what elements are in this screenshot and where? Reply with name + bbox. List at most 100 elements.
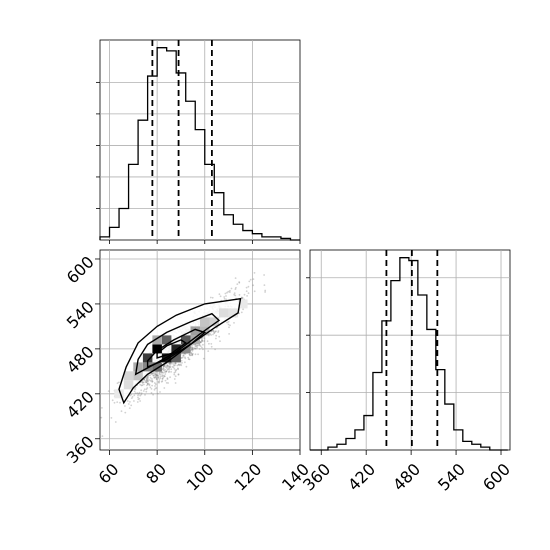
scatter-point — [152, 393, 155, 396]
scatter-point — [203, 340, 206, 342]
scatter-point — [200, 340, 203, 343]
scatter-point — [158, 372, 161, 375]
scatter-point — [166, 365, 169, 368]
scatter-point — [174, 371, 177, 373]
scatter-point — [163, 375, 166, 378]
scatter-point — [173, 373, 176, 376]
scatter-point — [120, 410, 123, 413]
scatter-point — [199, 345, 202, 347]
scatter-point — [234, 288, 237, 290]
scatter-point — [174, 364, 176, 367]
scatter-point — [164, 371, 166, 373]
scatter-point — [161, 375, 164, 378]
scatter-point — [164, 368, 167, 371]
scatter-point — [139, 383, 142, 386]
scatter-point — [191, 348, 193, 350]
scatter-point — [151, 384, 154, 387]
scatter-point — [169, 362, 172, 364]
scatter-point — [177, 368, 180, 371]
scatter-point — [154, 376, 157, 378]
scatter-point — [138, 397, 141, 400]
scatter-point — [197, 344, 199, 347]
density-cell — [142, 353, 153, 363]
scatter-point — [185, 365, 188, 368]
scatter-point — [241, 297, 243, 300]
scatter-point — [137, 398, 140, 401]
scatter-point — [201, 340, 204, 342]
scatter-point — [227, 320, 230, 323]
scatter-point — [194, 344, 197, 347]
scatter-point — [233, 293, 236, 296]
scatter-point — [154, 383, 157, 386]
scatter-point — [148, 379, 151, 381]
scatter-point — [227, 323, 230, 326]
scatter-point — [153, 376, 156, 379]
scatter-point — [213, 331, 216, 334]
scatter-point — [226, 321, 229, 324]
scatter-point — [181, 356, 184, 359]
scatter-point — [169, 365, 171, 368]
scatter-point — [219, 295, 222, 298]
scatter-point — [147, 383, 149, 386]
scatter-point — [190, 352, 193, 354]
scatter-point — [174, 369, 177, 372]
scatter-point — [148, 383, 151, 386]
scatter-point — [243, 293, 246, 296]
density-cell — [152, 344, 162, 354]
scatter-point — [226, 291, 228, 294]
scatter-point — [113, 401, 116, 404]
hist-p0-step — [99, 47, 300, 241]
scatter-point — [202, 357, 205, 360]
scatter-point — [145, 379, 148, 382]
scatter-point — [156, 374, 158, 377]
scatter-point — [107, 390, 110, 392]
scatter-point — [210, 343, 213, 345]
density-cell — [133, 362, 143, 372]
scatter-point — [146, 376, 149, 379]
scatter-point — [252, 284, 255, 287]
scatter-point — [192, 348, 195, 351]
scatter-point — [129, 401, 131, 403]
scatter-point — [215, 337, 217, 340]
scatter-point — [146, 384, 148, 387]
scatter-point — [140, 392, 143, 395]
scatter-point — [168, 362, 171, 365]
scatter-point — [184, 353, 186, 355]
scatter-point — [201, 340, 204, 342]
scatter-point — [215, 330, 217, 333]
scatter-point — [191, 344, 193, 347]
scatter-point — [164, 373, 167, 375]
scatter-point — [249, 278, 252, 281]
scatter-point — [190, 346, 192, 349]
scatter-point — [213, 332, 216, 335]
scatter-point — [194, 347, 197, 350]
scatter-point — [155, 376, 158, 379]
scatter-point — [134, 386, 137, 389]
scatter-point — [114, 421, 117, 423]
scatter-point — [228, 333, 231, 335]
scatter-point — [174, 362, 177, 364]
scatter-point — [194, 345, 197, 348]
scatter-point — [147, 378, 149, 381]
scatter-point — [150, 392, 153, 394]
scatter-point — [263, 274, 265, 276]
scatter-point — [236, 283, 239, 285]
scatter-point — [131, 395, 134, 398]
scatter-point — [223, 297, 226, 300]
scatter-point — [134, 392, 137, 394]
scatter-point — [206, 340, 209, 343]
scatter-point — [146, 387, 149, 389]
scatter-point — [130, 397, 133, 399]
scatter-point — [201, 339, 204, 341]
scatter-point — [165, 367, 168, 369]
scatter-point — [172, 366, 175, 369]
scatter-point — [229, 289, 231, 292]
scatter-point — [179, 363, 182, 366]
scatter-point — [111, 399, 114, 402]
scatter-point — [248, 280, 251, 283]
scatter-point — [200, 339, 203, 342]
scatter-point — [233, 322, 235, 324]
scatter-point — [188, 358, 191, 361]
hist-p1-y-ticks — [306, 277, 310, 393]
